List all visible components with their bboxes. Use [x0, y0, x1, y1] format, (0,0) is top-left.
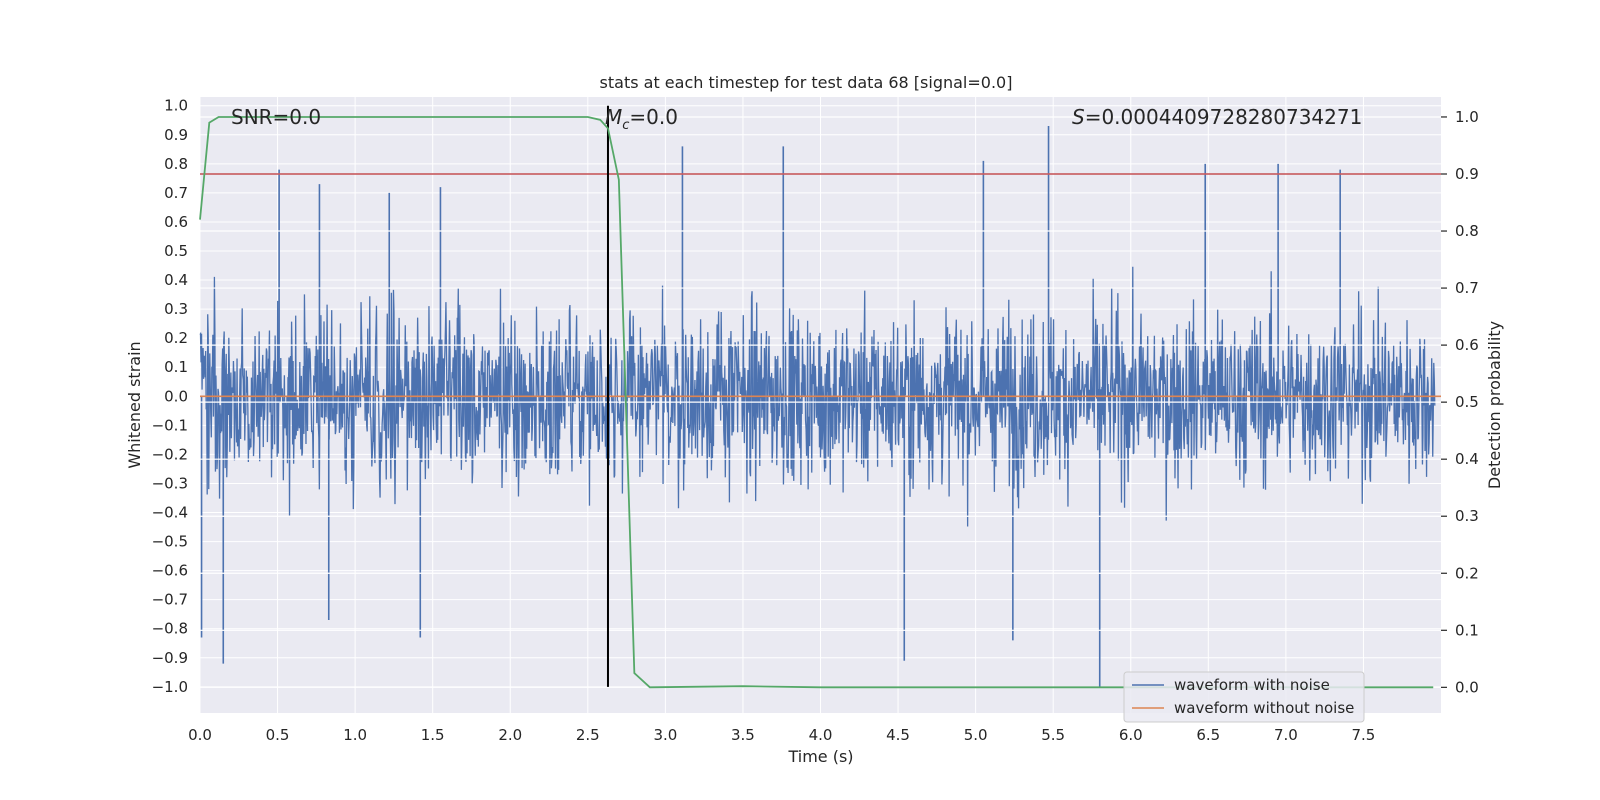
- x-tick-label: 3.5: [731, 726, 755, 744]
- y-tick-label: −0.3: [152, 474, 188, 492]
- s-symbol: S: [1072, 105, 1085, 129]
- y-tick-label: −0.7: [152, 591, 188, 609]
- legend: waveform with noise waveform without noi…: [1123, 671, 1365, 723]
- noise-waveform-path: [199, 266, 1436, 527]
- detection-probability-line: [199, 116, 1434, 689]
- y-tick-label: 0.9: [164, 126, 188, 144]
- x-tick-label: 1.5: [421, 726, 445, 744]
- y-tick-label: 0.6: [164, 213, 188, 231]
- x-tick-label: 4.0: [809, 726, 833, 744]
- y2-axis-ticks: 1.0 0.9 0.8 0.7 0.6 0.5 0.4 0.3 0.2 0.1 0.0: [1441, 108, 1479, 696]
- y2-tick-label: 0.9: [1455, 165, 1479, 183]
- y-tick-label: 0.7: [164, 184, 188, 202]
- mc-symbol: M: [605, 105, 622, 129]
- mc-value: =0.0: [629, 105, 678, 129]
- y-axis-ticks: 1.0 0.9 0.8 0.7 0.6 0.5 0.4 0.3 0.2 0.1 0.0 −0.1 −0.…: [152, 97, 188, 696]
- y2-tick-label: 0.1: [1455, 621, 1479, 639]
- x-tick-label: 7.5: [1352, 726, 1376, 744]
- y-tick-label: 0.1: [164, 358, 188, 376]
- y2-tick-label: 1.0: [1455, 108, 1479, 126]
- legend-label-clean: waveform without noise: [1174, 699, 1354, 717]
- y2-tick-label: 0.6: [1455, 336, 1479, 354]
- x-tick-label: 7.0: [1274, 726, 1298, 744]
- x-tick-label: 3.0: [653, 726, 677, 744]
- legend-label-noise: waveform with noise: [1174, 676, 1330, 694]
- x-tick-label: 0.5: [266, 726, 290, 744]
- x-tick-label: 5.5: [1041, 726, 1065, 744]
- chart-title: stats at each timestep for test data 68 …: [600, 73, 1013, 92]
- y-tick-label: −0.9: [152, 649, 188, 667]
- y2-tick-label: 0.7: [1455, 279, 1479, 297]
- y-tick-label: 0.3: [164, 300, 188, 318]
- y-tick-label: −1.0: [152, 678, 188, 696]
- y-tick-label: 0.5: [164, 242, 188, 260]
- y-tick-label: 0.4: [164, 271, 188, 289]
- mc-annotation: Mc=0.0: [605, 105, 678, 133]
- y2-axis-label: Detection probability: [1485, 321, 1504, 489]
- x-tick-label: 1.0: [343, 726, 367, 744]
- overlay-layer: [199, 105, 1441, 689]
- y-axis-label: Whitened strain: [125, 341, 144, 468]
- y-tick-label: 0.0: [164, 387, 188, 405]
- y-tick-label: 0.8: [164, 155, 188, 173]
- y2-tick-label: 0.5: [1455, 393, 1479, 411]
- y-tick-label: −0.4: [152, 504, 188, 522]
- s-value: =0.0004409728280734271: [1085, 105, 1363, 129]
- x-tick-label: 5.0: [964, 726, 988, 744]
- y2-tick-label: 0.2: [1455, 564, 1479, 582]
- x-tick-label: 6.5: [1196, 726, 1220, 744]
- y2-tick-label: 0.0: [1455, 678, 1479, 696]
- y-tick-label: −0.2: [152, 445, 188, 463]
- x-tick-label: 2.5: [576, 726, 600, 744]
- y-tick-label: 0.2: [164, 329, 188, 347]
- y2-tick-label: 0.3: [1455, 507, 1479, 525]
- y-tick-label: −0.1: [152, 416, 188, 434]
- y-tick-label: −0.5: [152, 533, 188, 551]
- x-axis-ticks: 0.0 0.5 1.0 1.5 2.0 2.5 3.0 3.5 4.0 4.5 5.0 5.5 6.0 6…: [188, 726, 1375, 744]
- x-axis-label: Time (s): [787, 747, 853, 766]
- snr-annotation: SNR=0.0: [231, 105, 321, 129]
- legend-box: [1123, 671, 1365, 723]
- y2-tick-label: 0.8: [1455, 222, 1479, 240]
- x-tick-label: 0.0: [188, 726, 212, 744]
- x-tick-label: 2.0: [498, 726, 522, 744]
- x-tick-label: 4.5: [886, 726, 910, 744]
- x-tick-label: 6.0: [1119, 726, 1143, 744]
- mc-subscript: c: [622, 118, 629, 133]
- y-tick-label: −0.6: [152, 562, 188, 580]
- y-tick-label: 1.0: [164, 97, 188, 115]
- y2-tick-label: 0.4: [1455, 450, 1479, 468]
- s-annotation: S=0.0004409728280734271: [1072, 105, 1362, 129]
- y-tick-label: −0.8: [152, 620, 188, 638]
